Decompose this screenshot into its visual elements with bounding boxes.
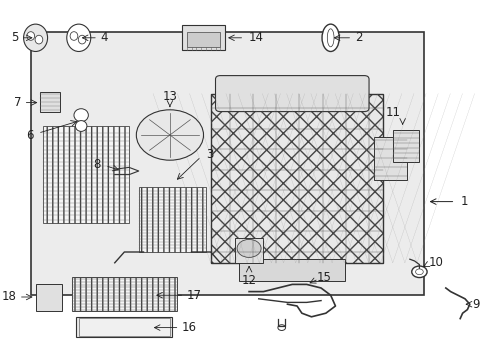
Text: 13: 13 — [162, 90, 177, 103]
Text: 7: 7 — [14, 96, 21, 109]
Ellipse shape — [277, 325, 285, 330]
FancyBboxPatch shape — [215, 76, 368, 112]
Bar — [71, 277, 177, 311]
Text: 8: 8 — [93, 158, 100, 171]
Ellipse shape — [415, 269, 423, 275]
Text: 4: 4 — [100, 31, 108, 44]
Ellipse shape — [322, 24, 339, 51]
Text: 16: 16 — [182, 321, 197, 334]
Ellipse shape — [163, 130, 177, 140]
Bar — [186, 32, 220, 47]
Ellipse shape — [326, 29, 333, 47]
Text: 18: 18 — [1, 291, 17, 303]
Text: 10: 10 — [428, 256, 443, 269]
Text: 5: 5 — [11, 31, 19, 44]
Bar — [36, 284, 62, 311]
Text: 2: 2 — [354, 31, 362, 44]
Bar — [373, 137, 407, 180]
Ellipse shape — [75, 121, 87, 131]
Ellipse shape — [67, 24, 91, 51]
Bar — [139, 187, 205, 252]
Bar — [42, 126, 129, 223]
Ellipse shape — [70, 32, 78, 40]
Text: 12: 12 — [241, 274, 256, 287]
Bar — [210, 94, 383, 263]
Ellipse shape — [237, 239, 261, 257]
Text: 9: 9 — [471, 298, 479, 311]
Bar — [210, 94, 383, 263]
Bar — [234, 238, 263, 263]
Ellipse shape — [411, 266, 426, 278]
Text: 17: 17 — [186, 289, 202, 302]
Bar — [31, 32, 424, 295]
Bar — [392, 130, 419, 162]
Bar — [182, 25, 224, 50]
Bar — [79, 318, 169, 336]
Ellipse shape — [78, 35, 86, 44]
Ellipse shape — [27, 32, 35, 40]
Text: 6: 6 — [26, 129, 33, 141]
Ellipse shape — [74, 109, 88, 122]
Ellipse shape — [23, 24, 47, 51]
Bar — [41, 92, 60, 112]
Bar — [239, 259, 345, 281]
Text: 14: 14 — [248, 31, 264, 44]
Ellipse shape — [35, 35, 42, 44]
Circle shape — [136, 110, 203, 160]
Text: 3: 3 — [205, 148, 213, 161]
Text: 11: 11 — [385, 106, 400, 119]
Text: 1: 1 — [459, 195, 467, 208]
Bar — [76, 317, 172, 337]
Text: 15: 15 — [316, 271, 330, 284]
